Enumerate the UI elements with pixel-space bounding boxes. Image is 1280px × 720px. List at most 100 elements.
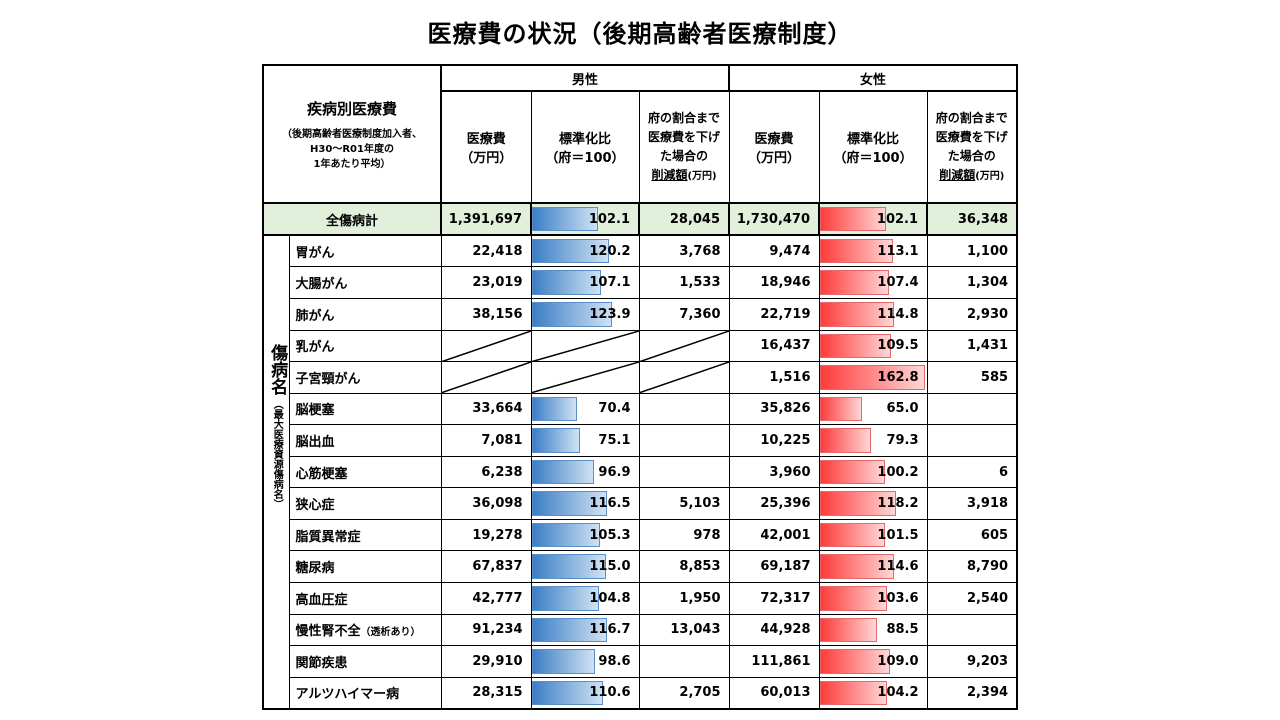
disease-name: 狭心症 — [288, 487, 442, 520]
male-reduction: 3,768 — [638, 234, 730, 268]
ratio-cell: 123.9 — [530, 297, 640, 331]
female-reduction: 605 — [926, 518, 1018, 552]
female-cost: 3,960 — [728, 455, 820, 489]
male-reduction: 5,103 — [638, 487, 730, 520]
male-reduction: 13,043 — [638, 613, 730, 647]
category-header: 疾病別医療費 （後期高齢者医療制度加入者、 H30～R01年度の 1年あたり平均… — [262, 63, 442, 205]
ratio-cell: 113.1 — [818, 234, 928, 268]
disease-label-sub: （最大医療資源傷病名） — [271, 399, 283, 510]
table-row: 糖尿病 67,837 115.0 8,853 69,187 114.6 8,790 — [263, 550, 1018, 584]
female-cost: 1,516 — [728, 361, 820, 394]
female-cost: 44,928 — [728, 613, 820, 647]
male-cost: 28,315 — [440, 676, 532, 710]
ratio-cell: 116.5 — [530, 487, 640, 520]
female-reduction: 9,203 — [926, 645, 1018, 678]
disease-name: 脳梗塞 — [288, 392, 442, 426]
ratio-bar — [532, 522, 600, 548]
female-cost: 111,861 — [728, 645, 820, 678]
male-reduction: 8,853 — [638, 550, 730, 584]
ratio-value: 109.5 — [877, 338, 919, 354]
ratio-cell: 96.9 — [530, 455, 640, 489]
ratio-value: 110.6 — [589, 685, 631, 701]
ratio-cell: 75.1 — [530, 424, 640, 457]
ratio-cell: 70.4 — [530, 392, 640, 426]
male-cost: 22,418 — [440, 234, 532, 268]
ratio-bar — [532, 491, 608, 516]
ratio-value: 88.5 — [886, 622, 919, 638]
male-cost: 23,019 — [440, 266, 532, 299]
table-row: 慢性腎不全（透析あり） 91,234 116.7 13,043 44,928 88.5 — [263, 613, 1018, 647]
female-reduction: 2,930 — [926, 297, 1018, 331]
category-note-1: （後期高齢者医療制度加入者、 — [282, 129, 422, 141]
disease-label-main: 傷病名 — [267, 344, 288, 396]
ratio-cell: 79.3 — [818, 424, 928, 457]
female-cost: 16,437 — [728, 329, 820, 363]
ratio-value: 114.8 — [877, 306, 919, 322]
ratio-bar — [820, 586, 887, 611]
female-reduction: 8,790 — [926, 550, 1018, 584]
male-reduction: 1,950 — [638, 582, 730, 615]
table-row: 脳梗塞 33,664 70.4 35,826 65.0 — [263, 392, 1018, 426]
disease-name: 脂質異常症 — [288, 518, 442, 552]
ratio-value: 103.6 — [877, 590, 919, 606]
table-row: 心筋梗塞 6,238 96.9 3,960 100.2 6 — [263, 455, 1018, 489]
female-cost: 25,396 — [728, 487, 820, 520]
ratio-bar — [820, 680, 888, 705]
ratio-bar — [532, 649, 596, 674]
ratio-bar — [532, 428, 581, 453]
table-row: 関節疾患 29,910 98.6 111,861 109.0 9,203 — [263, 645, 1018, 678]
ratio-value: 65.0 — [886, 401, 919, 417]
male-cost: 67,837 — [440, 550, 532, 584]
male-reduction — [638, 455, 730, 489]
ratio-cell: 100.2 — [818, 455, 928, 489]
ratio-cell: 103.6 — [818, 582, 928, 615]
female-cost: 35,826 — [728, 392, 820, 426]
disease-name: 糖尿病 — [288, 550, 442, 584]
ratio-bar — [820, 333, 891, 359]
female-cost: 69,187 — [728, 550, 820, 584]
ratio-value: 116.5 — [589, 496, 631, 512]
ratio-bar — [532, 301, 612, 327]
ratio-cell: 107.4 — [818, 266, 928, 299]
disease-name: 胃がん — [288, 234, 442, 268]
female-reduction: 2,540 — [926, 582, 1018, 615]
disease-name-note: （透析あり） — [360, 627, 421, 639]
disease-name: 乳がん — [288, 329, 442, 363]
ratio-value: 116.7 — [589, 622, 631, 638]
ratio-value: 115.0 — [589, 559, 631, 575]
ratio-value: 70.4 — [598, 401, 631, 417]
ratio-value: 162.8 — [877, 369, 919, 385]
disease-name: 脳出血 — [288, 424, 442, 457]
male-reduction-na — [638, 329, 730, 363]
table-row: 脂質異常症 19,278 105.3 978 42,001 101.5 605 — [263, 518, 1018, 552]
ratio-bar — [532, 270, 601, 295]
disease-side-label: 傷病名 （最大医療資源傷病名） — [262, 234, 290, 710]
male-cost: 29,910 — [440, 645, 532, 678]
total-label: 全傷病計 — [262, 202, 442, 237]
ratio-cell: 105.3 — [530, 518, 640, 552]
disease-name: 慢性腎不全（透析あり） — [288, 613, 442, 647]
disease-name: 肺がん — [288, 297, 442, 331]
ratio-bar — [532, 239, 610, 264]
table-row: 高血圧症 42,777 104.8 1,950 72,317 103.6 2,540 — [263, 582, 1018, 615]
female-reduction: 2,394 — [926, 676, 1018, 710]
ratio-value: 114.6 — [877, 559, 919, 575]
ratio-cell: 101.5 — [818, 518, 928, 552]
ratio-bar — [820, 617, 877, 643]
female-reduction — [926, 392, 1018, 426]
ratio-cell: 114.8 — [818, 297, 928, 331]
ratio-value: 107.4 — [877, 275, 919, 291]
male-reduction: 2,705 — [638, 676, 730, 710]
disease-name: アルツハイマー病 — [288, 676, 442, 710]
ratio-value: 107.1 — [589, 275, 631, 291]
male-ratio-na — [530, 329, 640, 363]
male-reduction — [638, 392, 730, 426]
ratio-bar — [820, 522, 886, 548]
ratio-bar — [820, 554, 894, 580]
ratio-value: 120.2 — [589, 243, 631, 259]
disease-name: 心筋梗塞 — [288, 455, 442, 489]
ratio-cell: 104.8 — [530, 582, 640, 615]
category-title: 疾病別医療費 — [306, 100, 397, 119]
disease-name: 大腸がん — [288, 266, 442, 299]
male-ratio-na — [530, 361, 640, 394]
